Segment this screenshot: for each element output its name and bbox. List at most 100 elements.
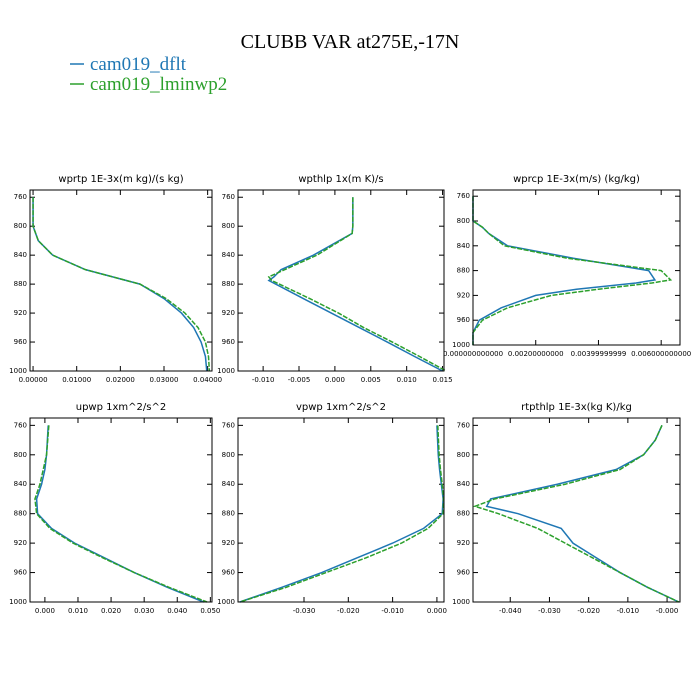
- y-tick-label: 960: [14, 569, 27, 577]
- x-tick-label: -0.020: [337, 607, 360, 615]
- y-tick-label: 840: [14, 480, 27, 488]
- x-tick-label: -0.040: [499, 607, 522, 615]
- y-tick-label: 760: [457, 421, 470, 429]
- y-tick-label: 840: [457, 480, 470, 488]
- x-tick-label: -0.005: [288, 376, 311, 384]
- y-tick-label: 920: [457, 539, 470, 547]
- x-tick-label: -0.020: [577, 607, 600, 615]
- x-tick-label: 0.000000000000: [443, 350, 503, 358]
- y-tick-label: 880: [457, 510, 470, 518]
- y-tick-label: 960: [457, 316, 470, 324]
- panel-title: vpwp 1xm^2/s^2: [296, 402, 386, 413]
- x-tick-label: 0.015: [433, 376, 453, 384]
- y-tick-label: 760: [457, 192, 470, 200]
- series-line: [267, 197, 447, 372]
- x-tick-label: 0.010: [68, 607, 88, 615]
- y-tick-label: 1000: [217, 367, 235, 375]
- y-tick-label: 1000: [9, 598, 27, 606]
- panel: rtpthlp 1E-3x(kg K)/kg 760 800 840 880 920 960…: [452, 402, 681, 615]
- x-tick-label: -0.010: [381, 607, 404, 615]
- x-tick-label: -0.010: [617, 607, 640, 615]
- y-tick-label: 920: [222, 539, 235, 547]
- x-tick-label: 0.01000: [62, 376, 91, 384]
- y-tick-label: 1000: [217, 598, 235, 606]
- panel-title: wprcp 1E-3x(m/s) (kg/kg): [513, 174, 640, 185]
- x-tick-label: 0.010: [397, 376, 417, 384]
- y-tick-label: 920: [14, 309, 27, 317]
- y-tick-label: 880: [14, 280, 27, 288]
- panel: wpthlp 1x(m K)/s 760 800 840 880 920 960 1000 -0…: [217, 174, 452, 384]
- x-tick-label: -0.010: [252, 376, 275, 384]
- legend-label: cam019_lminwp2: [90, 74, 227, 95]
- y-tick-label: 840: [222, 251, 235, 259]
- y-tick-label: 840: [457, 242, 470, 250]
- plot-frame: [472, 189, 681, 346]
- panel-title: wpthlp 1x(m K)/s: [298, 174, 383, 185]
- x-tick-label: 0.04000: [193, 376, 222, 384]
- series-line: [32, 197, 211, 372]
- x-tick-label: 0.050: [200, 607, 220, 615]
- y-tick-label: 800: [457, 217, 470, 225]
- x-tick-label: 0.00000: [19, 376, 48, 384]
- panel: vpwp 1xm^2/s^2 760 800 840 880 920 960 1000 -0.0…: [217, 402, 447, 615]
- y-tick-label: 760: [14, 421, 27, 429]
- panel: upwp 1xm^2/s^2 760 800 840 880 920 960 1000 0.00…: [9, 402, 220, 615]
- y-tick-label: 800: [222, 451, 235, 459]
- y-tick-label: 800: [457, 451, 470, 459]
- series-line: [472, 425, 680, 603]
- plot-frame: [472, 417, 681, 603]
- panel-title: wprtp 1E-3x(m kg)/(s kg): [58, 174, 183, 185]
- plot-frame: [237, 417, 445, 603]
- y-tick-label: 800: [14, 451, 27, 459]
- plot-frame: [29, 417, 213, 603]
- series-line: [239, 425, 444, 603]
- series-line: [34, 425, 208, 603]
- series-line: [472, 196, 673, 345]
- y-tick-label: 920: [457, 291, 470, 299]
- y-tick-label: 800: [14, 222, 27, 230]
- x-tick-label: 0.030: [134, 607, 154, 615]
- x-tick-label: 0.005: [361, 376, 381, 384]
- y-tick-label: 880: [14, 510, 27, 518]
- x-tick-label: -0.030: [538, 607, 561, 615]
- y-tick-label: 1000: [452, 598, 470, 606]
- y-tick-label: 1000: [452, 341, 470, 349]
- x-tick-label: 0.02000: [106, 376, 135, 384]
- figure-title: CLUBB VAR at275E,-17N: [241, 31, 460, 53]
- panel: wprcp 1E-3x(m/s) (kg/kg) 760 800 840 880 920 9…: [443, 174, 691, 358]
- x-tick-label: 0.000: [427, 607, 447, 615]
- y-tick-label: 960: [457, 569, 470, 577]
- y-tick-label: 880: [457, 267, 470, 275]
- x-tick-label: 0.006000000000: [631, 350, 691, 358]
- x-tick-label: 0.000: [325, 376, 345, 384]
- y-tick-label: 840: [222, 480, 235, 488]
- panel-title: upwp 1xm^2/s^2: [76, 402, 166, 413]
- y-tick-label: 880: [222, 510, 235, 518]
- x-tick-label: 0.00399999999: [571, 350, 627, 358]
- panel-title: rtpthlp 1E-3x(kg K)/kg: [521, 402, 632, 413]
- y-tick-label: 960: [222, 338, 235, 346]
- y-tick-label: 800: [222, 222, 235, 230]
- x-tick-label: -0.030: [293, 607, 316, 615]
- y-tick-label: 1000: [9, 367, 27, 375]
- panel: wprtp 1E-3x(m kg)/(s kg) 760 800 840 880 920 9…: [9, 174, 222, 384]
- y-tick-label: 920: [222, 309, 235, 317]
- plot-frame: [29, 189, 213, 372]
- y-tick-label: 760: [222, 193, 235, 201]
- y-tick-label: 840: [14, 251, 27, 259]
- x-tick-label: 0.020: [101, 607, 121, 615]
- y-tick-label: 960: [222, 569, 235, 577]
- y-tick-label: 760: [222, 421, 235, 429]
- plot-frame: [237, 189, 445, 372]
- x-tick-label: 0.03000: [150, 376, 179, 384]
- y-tick-label: 880: [222, 280, 235, 288]
- y-tick-label: 920: [14, 539, 27, 547]
- x-tick-label: 0.000: [35, 607, 55, 615]
- x-tick-label: -0.000: [656, 607, 679, 615]
- x-tick-label: 0.040: [167, 607, 187, 615]
- series-line: [239, 425, 445, 603]
- y-tick-label: 760: [14, 193, 27, 201]
- legend-label: cam019_dflt: [90, 54, 187, 75]
